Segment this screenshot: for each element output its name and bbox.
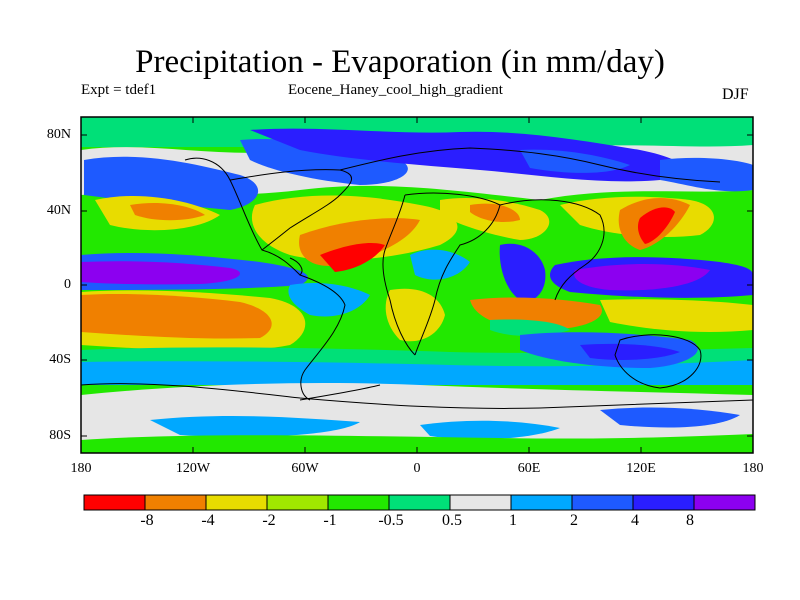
colorbar-swatch [144, 494, 207, 511]
colorbar-label: 4 [631, 512, 639, 529]
colorbar-swatch [510, 494, 573, 511]
colorbar-label: -1 [323, 512, 337, 529]
continent-outlines [81, 147, 753, 409]
colorbar-swatch [571, 494, 634, 511]
colorbar-swatch [388, 494, 451, 511]
map-title: Precipitation - Evaporation (in mm/day) [135, 44, 665, 80]
lon-label: 60W [291, 461, 319, 476]
colorbar-label: -4 [201, 512, 215, 529]
colorbar-swatch [693, 494, 756, 511]
lat-label: 40N [46, 203, 71, 218]
lat-label: 80S [49, 428, 71, 443]
colorbar-label: -8 [140, 512, 154, 529]
lon-label: 120W [175, 461, 211, 476]
lon-label: 0 [413, 461, 421, 476]
case-name-label: Eocene_Haney_cool_high_gradient [288, 82, 503, 98]
colorbar-swatch [205, 494, 268, 511]
colorbar-swatch [83, 494, 146, 511]
colorbar [83, 494, 756, 511]
colorbar-label: 8 [686, 512, 694, 529]
lat-label: 80N [46, 127, 71, 142]
colorbar-swatch [449, 494, 512, 511]
lon-label: 60E [517, 461, 541, 476]
colorbar-swatch [266, 494, 329, 511]
lon-label: 120E [626, 461, 656, 476]
axis-ticks [81, 117, 753, 453]
colorbar-label: 2 [570, 512, 578, 529]
lat-label: 40S [49, 352, 71, 367]
lon-label: 180 [70, 461, 92, 476]
pe-field [81, 117, 753, 453]
colorbar-swatch [327, 494, 390, 511]
colorbar-label: -0.5 [378, 512, 404, 529]
season-label: DJF [722, 86, 749, 103]
colorbar-label: 1 [509, 512, 517, 529]
colorbar-label: 0.5 [442, 512, 462, 529]
lat-label: 0 [64, 277, 71, 292]
colorbar-swatch [632, 494, 695, 511]
colorbar-label: -2 [262, 512, 276, 529]
lon-label: 180 [742, 461, 764, 476]
experiment-label: Expt = tdef1 [81, 82, 157, 98]
